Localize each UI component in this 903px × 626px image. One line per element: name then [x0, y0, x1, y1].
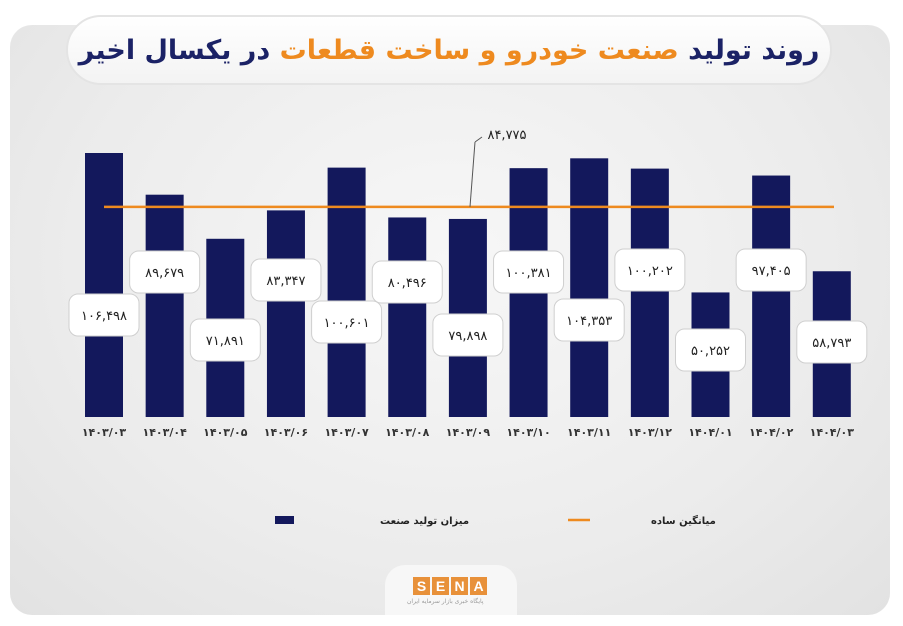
value-label-box [735, 248, 807, 292]
average-leader-line [474, 136, 483, 143]
value-label-box [371, 260, 443, 304]
title-part2: در یکسال اخیر [78, 34, 271, 66]
title-highlight: صنعت خودرو و ساخت قطعات [279, 34, 679, 66]
value-label: ۹۷,۴۰۵ [752, 264, 791, 279]
bar [145, 194, 184, 417]
bar [570, 158, 609, 418]
value-label: ۷۱,۸۹۱ [206, 334, 245, 349]
bar [630, 168, 669, 417]
value-label: ۱۰۰,۶۰۱ [324, 316, 370, 331]
legend-average-label: میانگین ساده [651, 514, 716, 527]
x-tick-label: ۱۴۰۳/۰۷ [324, 426, 369, 439]
legend-bar-swatch [275, 516, 294, 524]
title-part1: روند تولید [688, 34, 820, 66]
sena-logo: S E N A پایگاه خبری بازار سرمایه ایران [385, 565, 517, 615]
logo-subtitle: پایگاه خبری بازار سرمایه ایران [407, 598, 484, 605]
value-label: ۱۰۰,۲۰۲ [627, 264, 673, 279]
value-label: ۸۰,۴۹۶ [388, 276, 427, 291]
value-label: ۸۳,۳۴۷ [266, 274, 305, 289]
value-label-box [796, 320, 868, 364]
value-label-box [311, 300, 383, 344]
chart-title: روند تولید صنعت خودرو و ساخت قطعات در یک… [79, 35, 820, 66]
bar [752, 175, 791, 417]
x-tick-label: ۱۴۰۳/۰۴ [142, 426, 187, 439]
value-label: ۱۰۴,۳۵۳ [566, 314, 612, 329]
logo-letter: S [413, 577, 430, 595]
x-tick-label: ۱۴۰۳/۰۹ [446, 426, 491, 439]
value-label-box [250, 258, 322, 302]
average-label: ۸۴,۷۷۵ [487, 128, 526, 143]
x-tick-label: ۱۴۰۴/۰۱ [688, 426, 732, 439]
value-label-box [68, 293, 140, 337]
value-label-box [614, 248, 686, 292]
x-tick-label: ۱۴۰۳/۰۳ [82, 426, 127, 439]
x-tick-label: ۱۴۰۳/۱۱ [567, 426, 611, 439]
value-label-box [129, 250, 201, 294]
legend-bar-label: میزان تولید صنعت [380, 516, 469, 527]
value-label: ۱۰۰,۳۸۱ [506, 266, 552, 281]
bar [85, 153, 123, 417]
logo-letter: A [470, 577, 487, 595]
value-label-box [553, 298, 625, 342]
x-tick-label: ۱۴۰۳/۰۸ [385, 426, 430, 439]
x-tick-label: ۱۴۰۳/۰۵ [203, 426, 248, 439]
value-label: ۱۰۶,۴۹۸ [81, 309, 127, 324]
title-banner: ❞ روند تولید صنعت خودرو و ساخت قطعات در … [66, 15, 832, 85]
logo-letter: N [451, 577, 468, 595]
x-tick-label: ۱۴۰۳/۱۲ [628, 426, 673, 439]
average-leader-line [469, 141, 476, 207]
value-label-box [189, 318, 261, 362]
bar [388, 217, 427, 417]
value-label-box [675, 328, 746, 372]
x-tick-label: ۱۴۰۴/۰۳ [810, 426, 855, 439]
value-label: ۵۰,۲۵۲ [691, 344, 730, 359]
x-tick-label: ۱۴۰۳/۱۰ [506, 426, 550, 439]
x-tick-label: ۱۴۰۴/۰۲ [749, 426, 794, 439]
value-label: ۷۹,۸۹۸ [448, 329, 487, 344]
value-label: ۵۸,۷۹۳ [812, 336, 851, 351]
quote-close-icon: ❞ [829, 26, 830, 74]
x-tick-label: ۱۴۰۳/۰۶ [264, 426, 308, 439]
value-label: ۸۹,۶۷۹ [145, 266, 184, 281]
value-label-box [432, 313, 504, 357]
quote-open-icon: ❝ [68, 37, 69, 85]
value-label-box [493, 250, 565, 294]
bar [327, 167, 366, 417]
logo-letter: E [432, 577, 449, 595]
bar [266, 210, 305, 417]
